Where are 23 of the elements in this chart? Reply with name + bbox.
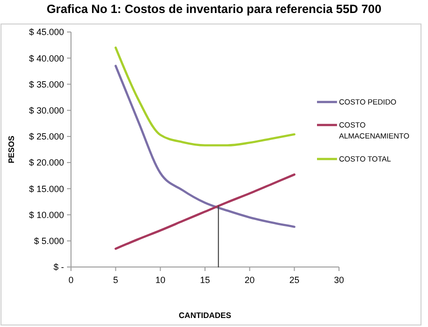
y-tick-label: $ 15.000: [28, 184, 64, 194]
chart-title: Grafica No 1: Costos de inventario para referencia 55D 700: [46, 2, 382, 16]
line-series: [114, 64, 296, 228]
x-tick-label: 5: [113, 275, 118, 285]
y-tick-label: $ 25.000: [28, 132, 64, 142]
y-tick-label: $ 10.000: [28, 210, 64, 220]
y-tick-label: $ 20.000: [28, 158, 64, 168]
x-tick-label: 0: [68, 275, 74, 285]
x-tick-label: 10: [155, 275, 166, 285]
y-tick-label: $ 45.000: [28, 27, 64, 38]
x-tick-label: 20: [244, 275, 255, 285]
x-tick-label: 25: [289, 275, 300, 285]
y-tick-label: $ 30.000: [28, 105, 64, 116]
x-tick-label: 15: [200, 275, 210, 285]
line-series: [114, 173, 296, 250]
y-tick-label: $ -: [53, 262, 64, 272]
x-tick-label: 30: [334, 275, 344, 285]
y-tick-label: $ 35.000: [28, 79, 64, 90]
x-axis-title: CANTIDADES: [178, 311, 232, 320]
y-tick-label: $ 5.000: [34, 236, 64, 246]
line-series: [114, 46, 296, 146]
y-tick-label: $ 40.000: [28, 53, 64, 64]
y-axis-title: PESOS: [7, 135, 16, 164]
